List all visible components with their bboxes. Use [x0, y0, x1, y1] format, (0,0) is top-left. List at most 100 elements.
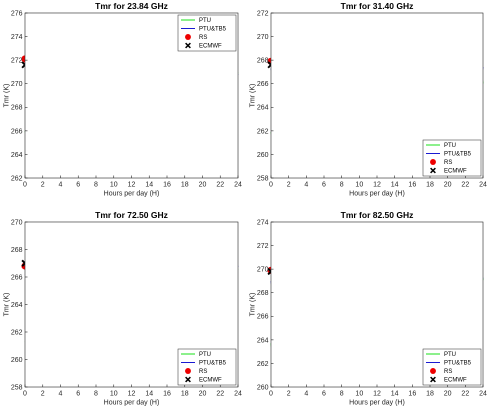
y-tick-label: 274 [11, 34, 23, 41]
plot-title: Tmr for 23.84 GHz [95, 1, 168, 11]
plot-panel-3: 0 2 4 6 8 10 12 14 16 18 20 22 242582602622642662682… [4, 210, 242, 407]
y-tick-label: 266 [257, 81, 269, 88]
x-tick-label: 0 [23, 182, 27, 189]
x-tick-label: 8 [94, 391, 98, 398]
y-tick-label: 262 [257, 128, 269, 135]
legend-item: PTU [426, 352, 456, 358]
y-tick-label: 260 [257, 384, 269, 391]
plot-panel-1: 0 2 4 6 8 10 12 14 16 18 20 22 242622642662682702722… [4, 1, 242, 198]
y-tick-label: 264 [11, 152, 23, 159]
x-tick-label: 16 [408, 182, 416, 189]
x-tick-label: 14 [391, 391, 399, 398]
x-tick-label: 8 [340, 391, 344, 398]
legend-marker-swatch [185, 368, 191, 374]
plot-title: Tmr for 72.50 GHz [95, 210, 168, 220]
legend-item: ECMWF [430, 167, 467, 175]
legend-label: PTU [199, 18, 211, 24]
y-tick-label: 264 [257, 105, 269, 112]
legend-marker-swatch [430, 368, 436, 374]
legend-item: ECMWF [430, 376, 467, 384]
x-tick-label: 24 [479, 391, 487, 398]
x-tick-label: 8 [340, 182, 344, 189]
plot-panel-4: 0 2 4 6 8 10 12 14 16 18 20 22 242602622642662682702… [250, 210, 487, 407]
y-tick-label: 268 [11, 105, 23, 112]
legend-item: ECMWF [185, 376, 222, 384]
legend-marker-swatch [185, 376, 191, 383]
x-axis-label: Hours per day (H) [349, 400, 405, 407]
y-tick-label: 262 [11, 175, 23, 182]
legend-item: RS [185, 34, 207, 41]
legend-label: PTU&TB5 [199, 27, 227, 33]
x-tick-label: 22 [461, 391, 469, 398]
x-tick-label: 20 [444, 391, 452, 398]
legend-label: ECMWF [444, 169, 467, 175]
x-tick-label: 4 [59, 391, 63, 398]
y-tick-label: 258 [11, 384, 23, 391]
x-tick-label: 24 [234, 182, 242, 189]
y-tick-label: 268 [257, 58, 269, 65]
legend-marker-swatch [430, 167, 436, 174]
x-tick-label: 18 [426, 391, 434, 398]
x-tick-label: 4 [304, 182, 308, 189]
x-tick-label: 24 [234, 391, 242, 398]
y-tick-label: 276 [11, 10, 23, 17]
x-tick-label: 14 [145, 391, 153, 398]
y-tick-label: 272 [11, 58, 23, 65]
legend-label: PTU [199, 352, 211, 358]
x-tick-label: 2 [41, 391, 45, 398]
x-tick-label: 22 [461, 182, 469, 189]
x-tick-label: 0 [23, 391, 27, 398]
tick-labels: 0 2 4 6 8 10 12 14 16 18 20 22 242602622642662682702… [257, 219, 487, 397]
y-tick-label: 268 [11, 247, 23, 254]
legend-item: PTU&TB5 [426, 361, 472, 367]
legend-label: PTU [444, 352, 456, 358]
y-axis-label: Tmr (K) [4, 293, 11, 317]
ecmwf-marker-stroke [430, 167, 436, 174]
y-tick-label: 266 [11, 274, 23, 281]
legend-item: RS [185, 368, 207, 375]
x-tick-label: 6 [322, 391, 326, 398]
x-tick-label: 12 [373, 391, 381, 398]
x-tick-label: 22 [216, 391, 224, 398]
x-axis-label: Hours per day (H) [104, 400, 160, 407]
tick-labels: 0 2 4 6 8 10 12 14 16 18 20 22 242582602622642662682… [11, 219, 242, 397]
legend-item: RS [430, 368, 452, 375]
x-tick-label: 18 [426, 182, 434, 189]
y-tick-label: 266 [257, 314, 269, 321]
legend: PTU PTU&TB5 RS ECMWF [177, 348, 237, 386]
legend-item: PTU&TB5 [426, 152, 472, 158]
ecmwf-marker-stroke [185, 376, 191, 383]
tick-labels: 0 2 4 6 8 10 12 14 16 18 20 22 242582602622642662682… [257, 10, 487, 188]
legend-marker-swatch [185, 42, 191, 49]
x-tick-label: 16 [163, 182, 171, 189]
y-tick-label: 270 [257, 267, 269, 274]
x-tick-label: 16 [163, 391, 171, 398]
legend-item: PTU&TB5 [181, 27, 227, 33]
x-tick-label: 20 [444, 182, 452, 189]
x-tick-label: 4 [304, 391, 308, 398]
plot-title: Tmr for 31.40 GHz [341, 1, 414, 11]
y-tick-label: 270 [11, 219, 23, 226]
y-tick-label: 260 [257, 152, 269, 159]
x-tick-label: 6 [322, 182, 326, 189]
y-tick-label: 258 [257, 175, 269, 182]
x-tick-label: 8 [94, 182, 98, 189]
legend-label: ECMWF [199, 378, 222, 384]
x-tick-label: 0 [269, 391, 273, 398]
x-tick-label: 2 [41, 182, 45, 189]
y-axis-label: Tmr (K) [4, 84, 11, 108]
x-tick-label: 18 [181, 182, 189, 189]
y-tick-label: 270 [11, 81, 23, 88]
y-tick-label: 260 [11, 357, 23, 364]
legend-marker-swatch [430, 159, 436, 165]
y-tick-label: 266 [11, 128, 23, 135]
legend-marker-swatch [185, 34, 191, 40]
legend-label: PTU&TB5 [444, 152, 472, 158]
legend-item: RS [430, 159, 452, 166]
x-tick-label: 20 [199, 182, 207, 189]
x-tick-label: 6 [76, 391, 80, 398]
legend-label: ECMWF [199, 44, 222, 50]
legend-item: PTU&TB5 [181, 361, 227, 367]
y-tick-label: 262 [11, 329, 23, 336]
legend-label: ECMWF [444, 378, 467, 384]
